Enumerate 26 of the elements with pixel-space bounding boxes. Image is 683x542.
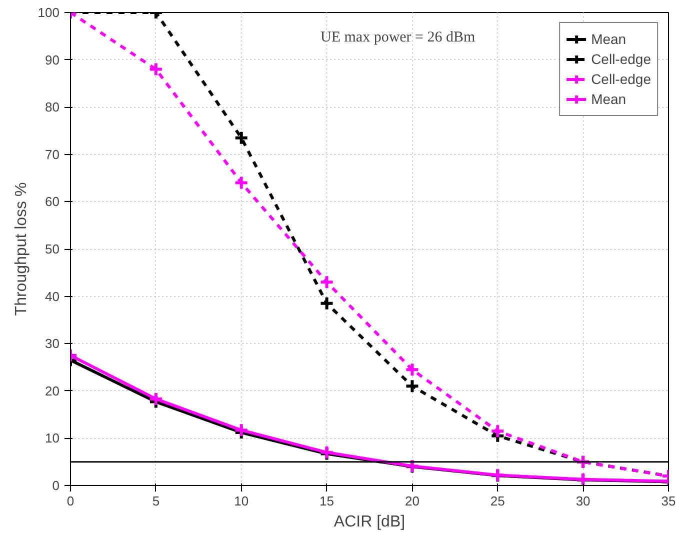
- x-tick-label: 20: [404, 494, 420, 508]
- y-axis-title: Throughput loss %: [12, 182, 30, 316]
- y-tick-label: 90: [45, 52, 60, 68]
- x-tick-label: 10: [234, 494, 249, 508]
- legend-label: Cell-edge: [591, 71, 651, 87]
- x-tick-label: 25: [490, 494, 505, 508]
- y-tick-label: 80: [45, 100, 60, 115]
- annotation: UE max power = 26 dBm: [320, 30, 476, 46]
- x-axis-title: ACIR [dB]: [334, 514, 406, 530]
- y-tick-label: 100: [38, 5, 60, 20]
- y-tick-label: 40: [45, 288, 60, 304]
- legend-label: Mean: [591, 91, 626, 107]
- x-tick-label: 0: [66, 494, 74, 508]
- x-tick-label: 35: [661, 494, 676, 508]
- y-tick-label: 70: [45, 146, 60, 162]
- y-tick-label: 60: [45, 194, 60, 210]
- y-tick-label: 0: [52, 478, 60, 493]
- y-tick-label: 20: [45, 383, 60, 398]
- x-tick-label: 15: [320, 494, 334, 508]
- x-tick-label: 30: [576, 494, 590, 508]
- legend-label: Cell-edge: [591, 51, 651, 67]
- x-tick-label: 5: [152, 494, 160, 508]
- y-tick-label: 30: [45, 336, 60, 352]
- y-tick-label: 10: [45, 430, 60, 446]
- legend-label: Mean: [591, 31, 626, 47]
- y-tick-label: 50: [45, 242, 60, 256]
